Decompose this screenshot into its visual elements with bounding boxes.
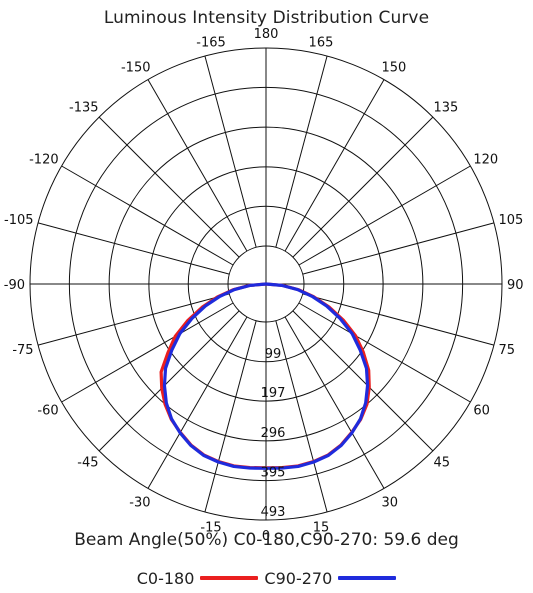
radial-tick-label: 493: [261, 505, 286, 520]
angular-grid-line: [98, 116, 240, 258]
angular-grid-line: [284, 316, 385, 489]
legend-line-c90-270: [338, 576, 397, 580]
angular-tick-label: -120: [29, 153, 59, 168]
angular-tick-label: -45: [77, 455, 98, 470]
angular-grid-line: [204, 55, 257, 248]
angular-grid-line: [37, 222, 230, 275]
angular-tick-label: 75: [498, 343, 515, 358]
angular-tick-label: 90: [507, 278, 524, 293]
angular-tick-label: -165: [196, 36, 226, 51]
angular-grid-line: [292, 116, 434, 258]
angular-tick-label: 180: [254, 27, 279, 42]
angular-tick-label: 165: [309, 36, 334, 51]
angular-tick-label: -75: [12, 343, 33, 358]
chart-legend: C0-180 C90-270: [0, 566, 533, 590]
angular-grid-line: [204, 320, 257, 513]
angular-tick-label: 105: [498, 213, 523, 228]
polar-curves: [159, 282, 371, 470]
legend-item-c90-270: C90-270: [264, 568, 397, 588]
angular-grid-line: [298, 165, 471, 266]
legend-label-c90-270: C90-270: [264, 568, 333, 588]
angular-tick-label: 60: [473, 404, 490, 419]
angular-grid-line: [61, 165, 234, 266]
polar-grid: [29, 47, 503, 521]
radial-tick-label: 197: [261, 386, 286, 401]
legend-label-c0-180: C0-180: [136, 568, 195, 588]
radial-tick-label: 296: [261, 426, 286, 441]
angular-tick-label: 0: [262, 529, 270, 544]
angular-tick-label: 150: [382, 61, 407, 76]
chart-title: Luminous Intensity Distribution Curve: [103, 8, 430, 28]
angular-tick-label: -150: [121, 61, 151, 76]
angular-grid-line: [147, 316, 248, 489]
radial-tick-label: 99: [265, 347, 282, 362]
angular-grid-line: [98, 310, 240, 452]
polar-labels: 1801651501351201059075604530150-15-30-45…: [4, 27, 524, 544]
angular-tick-label: -90: [4, 278, 25, 293]
angular-grid-line: [61, 302, 234, 403]
angular-grid-line: [302, 293, 495, 346]
angular-tick-label: 30: [382, 495, 399, 510]
angular-grid-line: [284, 79, 385, 252]
angular-tick-label: -60: [37, 404, 58, 419]
angular-grid-line: [275, 55, 328, 248]
angular-tick-label: -135: [69, 101, 99, 116]
angular-grid-line: [37, 293, 230, 346]
angular-tick-label: 15: [313, 520, 330, 535]
angular-grid-line: [298, 302, 471, 403]
angular-grid-line: [292, 310, 434, 452]
radial-tick-label: 395: [261, 466, 286, 481]
angular-tick-label: 120: [473, 153, 498, 168]
angular-grid-line: [275, 320, 328, 513]
angular-grid-line: [147, 79, 248, 252]
angular-tick-label: -105: [4, 213, 34, 228]
angular-grid-line: [302, 222, 495, 275]
angular-tick-label: 45: [433, 455, 450, 470]
series-line-c90-270: [162, 282, 370, 470]
legend-line-c0-180: [200, 576, 259, 580]
legend-item-c0-180: C0-180: [137, 569, 259, 588]
beam-angle-note: Beam Angle(50%) C0-180,C90-270: 59.6 deg: [74, 530, 459, 550]
angular-tick-label: -15: [200, 520, 221, 535]
angular-tick-label: 135: [433, 101, 458, 116]
angular-tick-label: -30: [129, 495, 150, 510]
